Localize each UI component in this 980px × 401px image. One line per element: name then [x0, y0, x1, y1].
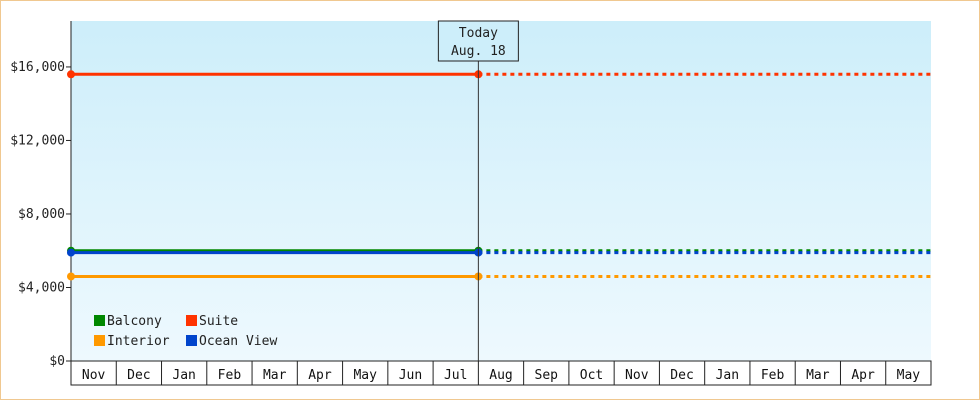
x-tick-label: May	[897, 368, 921, 383]
x-tick-label: Mar	[263, 368, 287, 383]
y-tick-label: $8,000	[18, 207, 65, 222]
x-tick-label: Nov	[625, 368, 649, 383]
legend-label: Suite	[199, 314, 238, 329]
legend-swatch	[186, 335, 197, 346]
x-tick-label: Sep	[535, 368, 559, 383]
x-tick-label: Jan	[172, 368, 195, 383]
x-tick-label: Jul	[444, 368, 467, 383]
x-tick-label: Jan	[716, 368, 739, 383]
legend-label: Balcony	[107, 314, 162, 329]
series-point	[67, 248, 75, 257]
legend-label: Ocean View	[199, 334, 277, 349]
y-tick-label: $16,000	[10, 60, 65, 75]
y-tick-label: $0	[49, 354, 65, 369]
legend-swatch	[94, 315, 105, 326]
x-tick-label: Oct	[580, 368, 603, 383]
series-point	[67, 272, 75, 281]
x-tick-label: Mar	[806, 368, 830, 383]
y-tick-label: $4,000	[18, 280, 65, 295]
legend-swatch	[186, 315, 197, 326]
x-axis-strip	[70, 360, 932, 386]
plot-background	[71, 21, 931, 361]
legend-label: Interior	[107, 334, 170, 349]
x-tick-label: Dec	[127, 368, 150, 383]
y-tick-label: $12,000	[10, 133, 65, 148]
today-callout-box	[437, 20, 519, 62]
today-date: Aug. 18	[451, 44, 506, 59]
x-tick-label: Dec	[670, 368, 693, 383]
today-label: Today	[459, 26, 498, 41]
x-tick-label: Apr	[851, 368, 875, 383]
x-tick-label: Feb	[761, 368, 785, 383]
legend-swatch	[94, 335, 105, 346]
x-tick-label: Jun	[399, 368, 422, 383]
x-tick-label: Feb	[218, 368, 242, 383]
x-tick-label: Apr	[308, 368, 332, 383]
x-tick-label: Aug	[489, 368, 512, 383]
series-point	[67, 70, 75, 79]
x-tick-label: Nov	[82, 368, 106, 383]
x-tick-label: May	[353, 368, 377, 383]
